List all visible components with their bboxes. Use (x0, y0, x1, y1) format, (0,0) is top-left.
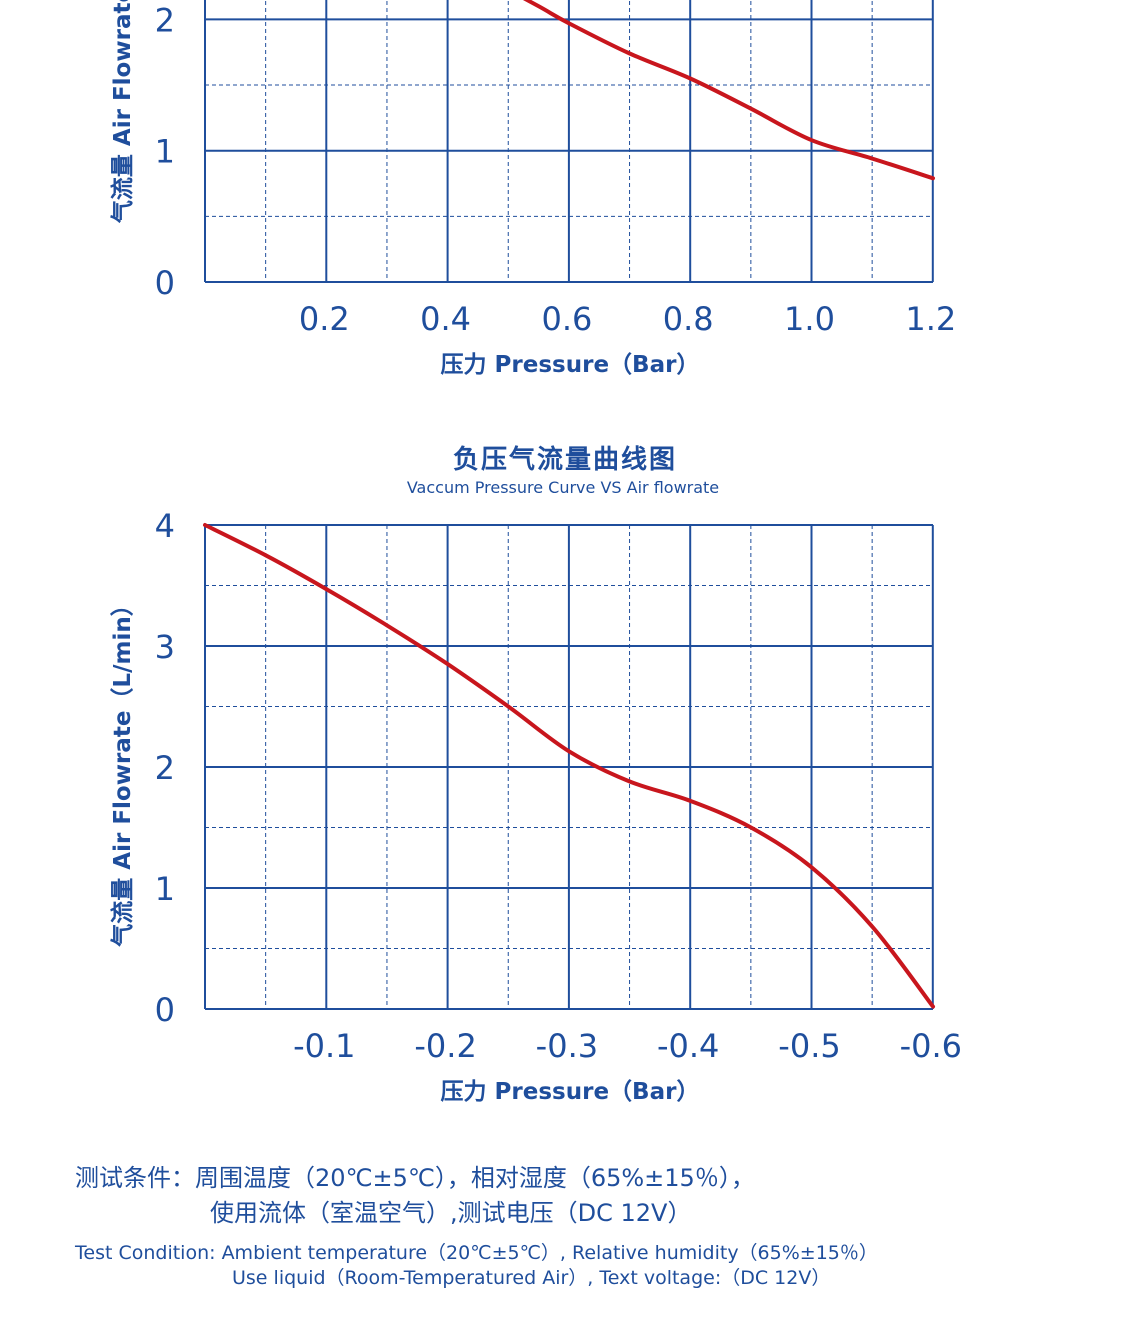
top-grid (204, 0, 934, 283)
bottom-y-ticks: 0 1 2 3 4 (155, 507, 175, 1029)
bottom-grid (204, 524, 934, 1010)
bottom-y-axis-title: 气流量 Air Flowrate（L/min） (109, 593, 136, 947)
top-x-tick-label: 0.6 (541, 300, 592, 338)
bottom-chart-subtitle: Vaccum Pressure Curve VS Air flowrate (407, 478, 719, 497)
bottom-y-tick-label: 3 (155, 628, 175, 666)
top-curve-layer (522, 0, 935, 181)
bottom-x-tick-label: -0.1 (293, 1027, 355, 1065)
bottom-x-tick-label: -0.6 (900, 1027, 962, 1065)
conditions-cn-line-2: 使用流体（室温空气）,测试电压（DC 12V） (210, 1199, 692, 1227)
bottom-chart-title: 负压气流量曲线图 (453, 444, 677, 475)
top-y-tick-label: 2 (155, 1, 175, 39)
top-x-ticks: 0.2 0.4 0.6 0.8 1.0 1.2 (299, 300, 956, 338)
top-y-tick-label: 1 (155, 133, 175, 171)
bottom-y-tick-label: 2 (155, 749, 175, 787)
positive-pressure-chart: 012 0.2 0.4 0.6 0.8 1.0 1.2 压力 Pressure（Bar） … (109, 0, 956, 378)
top-y-ticks: 0 1 2 (155, 1, 175, 302)
top-y-axis-title: 气流量 Air Flowrate (109, 0, 136, 224)
top-x-tick-label: 0.4 (420, 300, 471, 338)
top-x-tick-label: 0.2 (299, 300, 350, 338)
bottom-x-tick-label: -0.2 (414, 1027, 476, 1065)
top-x-tick-label: 1.2 (905, 300, 956, 338)
conditions-en-line-2: Use liquid（Room-Temperatured Air）, Text … (232, 1267, 831, 1289)
bottom-curve-layer (203, 523, 935, 1009)
bottom-x-tick-label: -0.4 (657, 1027, 719, 1065)
top-flow-curve (522, 0, 935, 181)
bottom-y-tick-label: 1 (155, 870, 175, 908)
vacuum-pressure-chart: 负压气流量曲线图 Vaccum Pressure Curve VS Air fl… (109, 444, 962, 1105)
top-x-tick-label: 0.8 (663, 300, 714, 338)
conditions-cn-line-1: 测试条件：周围温度（20℃±5℃），相对湿度（65%±15％）， (75, 1164, 755, 1192)
bottom-flow-curve (203, 523, 935, 1009)
top-x-axis-title: 压力 Pressure（Bar） (441, 351, 700, 378)
bottom-y-tick-label: 0 (155, 991, 175, 1029)
bottom-x-ticks: -0.1 -0.2 -0.3 -0.4 -0.5 -0.6 (293, 1027, 962, 1065)
bottom-y-tick-label: 4 (155, 507, 175, 545)
conditions-en-line-1: Test Condition: Ambient temperature（20℃±… (75, 1242, 878, 1264)
bottom-x-tick-label: -0.3 (536, 1027, 598, 1065)
bottom-x-axis-title: 压力 Pressure（Bar） (441, 1078, 700, 1105)
top-x-tick-label: 1.0 (784, 300, 835, 338)
top-y-tick-label: 0 (155, 264, 175, 302)
bottom-x-tick-label: -0.5 (778, 1027, 840, 1065)
